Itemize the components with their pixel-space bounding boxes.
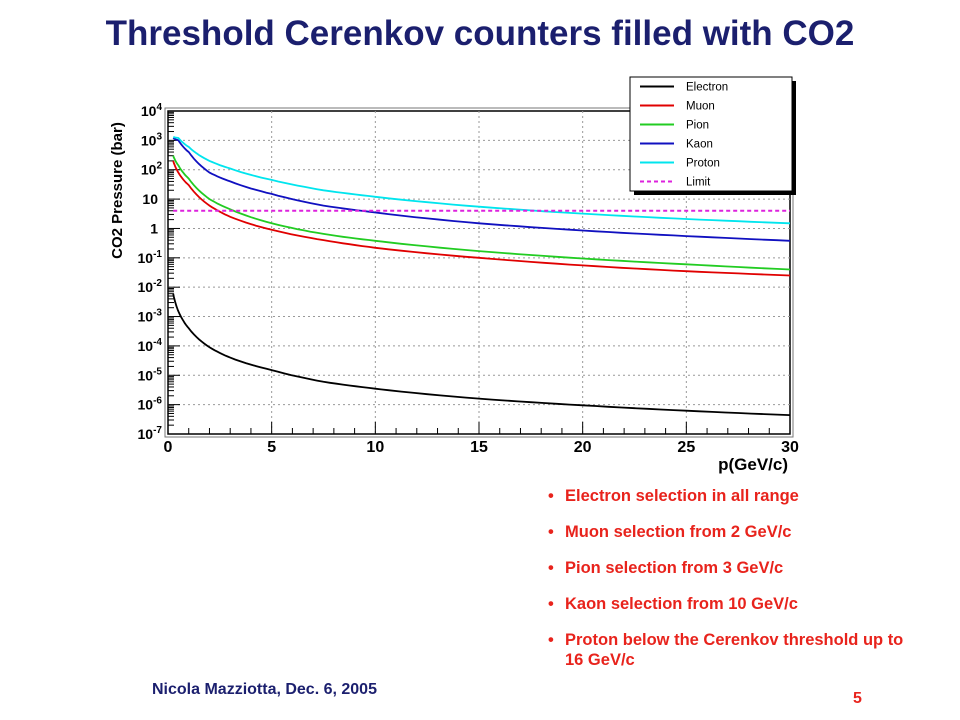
bullet-item: • Proton below the Cerenkov threshold up … [548, 631, 904, 669]
bullet-list: • Electron selection in all range • Muon s… [548, 486, 908, 686]
legend-box [629, 76, 793, 192]
y-tick-label: 104 [141, 102, 163, 119]
series-line-muon [172, 160, 791, 277]
x-tick-label: 15 [470, 439, 488, 456]
y-tick-label: 10-6 [138, 396, 163, 413]
x-tick-label: 25 [677, 439, 695, 456]
y-tick-label: 1 [150, 220, 158, 236]
page-number: 5 [853, 690, 862, 707]
bullet-item: • Electron selection in all range [548, 487, 799, 505]
plot-outer-frame [164, 107, 794, 438]
y-tick-label: 10-2 [138, 278, 163, 295]
x-tick-label: 10 [366, 439, 384, 456]
legend-label: Limit [686, 177, 711, 189]
footer-author: Nicola Mazziotta, Dec. 6, 2005 [152, 681, 377, 698]
legend-label: Proton [686, 158, 720, 170]
x-tick-label: 0 [164, 439, 173, 456]
legend-label: Pion [686, 120, 709, 132]
legend-label: Muon [686, 101, 715, 113]
bullet-item: • Muon selection from 2 GeV/c [548, 523, 792, 541]
series-line-kaon [172, 137, 791, 242]
series-line-pion [172, 155, 791, 271]
y-tick-label: 10-4 [138, 337, 163, 354]
series-line-electron [172, 293, 791, 416]
y-tick-label: 10 [142, 191, 158, 207]
x-tick-label: 5 [267, 439, 276, 456]
legend-label: Electron [686, 82, 728, 94]
x-tick-label: 20 [574, 439, 592, 456]
series-line-proton [172, 136, 791, 225]
x-axis-label: p(GeV/c) [718, 455, 788, 474]
y-axis-label: CO2 Pressure (bar) [109, 122, 126, 259]
legend-label: Kaon [686, 139, 713, 151]
y-tick-label: 102 [141, 161, 163, 178]
y-tick-label: 10-5 [138, 366, 163, 383]
bullet-item: • Kaon selection from 10 GeV/c [548, 595, 798, 613]
y-tick-label: 10-7 [138, 425, 163, 442]
y-tick-label: 10-3 [138, 308, 163, 325]
page-title: Threshold Cerenkov counters filled with … [105, 14, 855, 53]
y-tick-label: 103 [141, 131, 163, 148]
x-tick-label: 30 [781, 439, 799, 456]
y-tick-label: 10-1 [138, 249, 163, 266]
bullet-item: • Pion selection from 3 GeV/c [548, 559, 784, 577]
